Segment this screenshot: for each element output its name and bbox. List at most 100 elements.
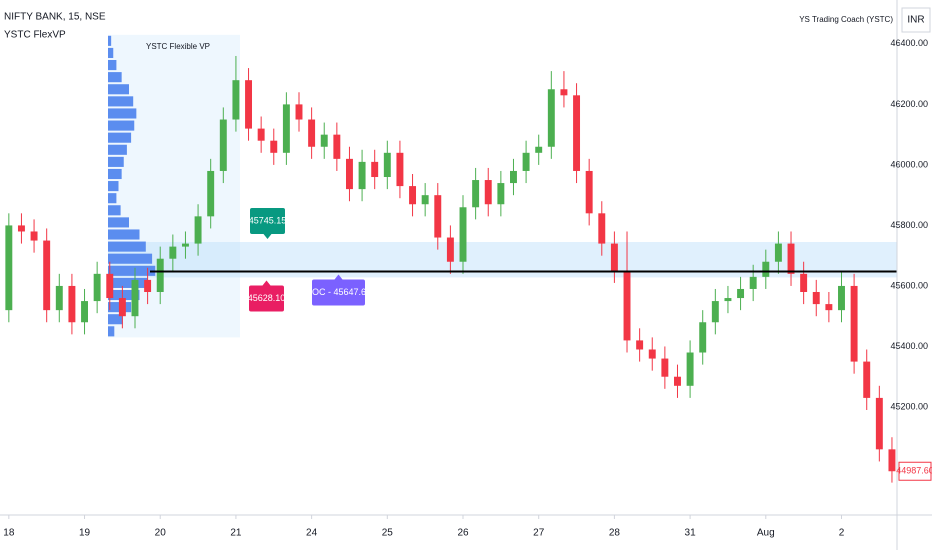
x-tick-label: 20 <box>155 528 167 539</box>
plot: YSTC Flexible VP 45745.15 45628.10 POC - 45… <box>5 34 897 483</box>
candle-body <box>699 322 707 353</box>
profile-bar <box>108 326 115 337</box>
x-tick-label: 28 <box>609 528 621 539</box>
y-tick-label: 45400.00 <box>890 341 928 351</box>
candle-body <box>383 152 391 178</box>
profile-bar <box>108 253 153 264</box>
y-tick-label: 46000.00 <box>890 159 928 169</box>
x-tick-label: 26 <box>457 528 469 539</box>
candle-body <box>17 225 25 232</box>
profile-bar <box>108 241 146 252</box>
candle-body <box>737 288 745 299</box>
last-price-label: 44987.60 <box>896 466 932 476</box>
candle-body <box>510 170 517 184</box>
candle-body <box>169 246 177 259</box>
candle-body <box>207 170 215 217</box>
candle-body <box>800 273 808 292</box>
profile-title: YSTC Flexible VP <box>146 42 210 51</box>
candle-body <box>446 237 454 262</box>
candle-body <box>749 276 757 289</box>
candle-body <box>308 119 316 147</box>
candle-body <box>497 183 505 205</box>
candle-body <box>459 207 467 262</box>
candle-body <box>219 119 227 171</box>
value-area-low-label-box <box>249 285 284 312</box>
profile-bar <box>108 60 117 71</box>
candle-body <box>131 279 139 317</box>
candle-body <box>282 104 290 153</box>
candle-body <box>421 195 429 205</box>
candle-body <box>661 358 669 377</box>
currency-box[interactable] <box>901 7 931 33</box>
candle-body <box>686 352 694 386</box>
value-area-high-label: 45745.15 <box>249 215 287 225</box>
candle-body <box>535 146 543 153</box>
profile-bar <box>108 193 117 204</box>
candle-body <box>93 273 101 302</box>
poc-label-pointer <box>334 274 343 280</box>
candle-body <box>850 285 858 362</box>
profile-bar <box>108 35 112 46</box>
profile-bar <box>108 72 122 83</box>
candle-body <box>371 161 379 178</box>
x-tick-label: 19 <box>79 528 91 539</box>
candle-body <box>295 104 303 120</box>
profile-bar <box>108 205 121 216</box>
currency[interactable]: INR <box>907 15 924 26</box>
y-tick-label: 45200.00 <box>890 401 928 411</box>
profile-bar <box>108 289 140 301</box>
profile-bar <box>108 229 140 240</box>
candle-body <box>812 291 820 305</box>
profile-bar <box>108 181 119 192</box>
x-tick-label: 31 <box>685 528 697 539</box>
candle-body <box>484 180 492 205</box>
indicator-name: YSTC FlexVP <box>4 30 66 41</box>
candle-body <box>156 258 164 292</box>
candle-body <box>409 186 417 205</box>
profile-bar <box>108 96 134 107</box>
profile-bar <box>108 314 123 325</box>
y-tick-label: 45600.00 <box>890 280 928 290</box>
candle-body <box>888 449 896 472</box>
candle-body <box>232 80 240 120</box>
x-tick-label: Aug <box>757 528 775 539</box>
profile-bar <box>108 132 132 143</box>
candle-body <box>30 231 38 241</box>
credit: YS Trading Coach (YSTC) <box>799 15 893 24</box>
candle-body <box>762 261 770 277</box>
profile-bar <box>108 144 127 155</box>
profile-bar <box>108 277 148 288</box>
candle-body <box>560 89 568 96</box>
x-tick-label: 18 <box>3 528 15 539</box>
candle-body <box>838 285 845 311</box>
x-tick-label: 25 <box>382 528 394 539</box>
value-area-low-label-pointer <box>262 280 271 286</box>
candle-body <box>396 152 404 187</box>
value-area-high-label-box <box>250 208 285 235</box>
candle-body <box>522 152 530 171</box>
candle-body <box>181 243 189 247</box>
candle-body <box>106 273 114 299</box>
candle-body <box>5 225 13 311</box>
candle-body <box>472 180 480 208</box>
candle-body <box>270 140 278 153</box>
profile-bar <box>108 217 129 228</box>
candle-body <box>245 80 253 129</box>
candle-body <box>118 298 126 317</box>
candle-body <box>434 195 442 238</box>
candle-body <box>648 349 656 359</box>
candle-body <box>358 161 366 190</box>
candle-body <box>610 243 618 271</box>
candle-body <box>257 128 265 141</box>
profile-bar <box>108 108 137 119</box>
candle-body <box>144 279 152 292</box>
profile-bar <box>108 47 114 59</box>
x-tick-label: 2 <box>839 528 845 539</box>
candle-body <box>787 243 795 274</box>
candle-body <box>863 361 871 398</box>
y-tick-label: 46400.00 <box>890 38 928 48</box>
profile-bar <box>108 120 135 131</box>
symbol-title: NIFTY BANK, 15, NSE <box>4 12 106 23</box>
candle-body <box>724 298 732 302</box>
